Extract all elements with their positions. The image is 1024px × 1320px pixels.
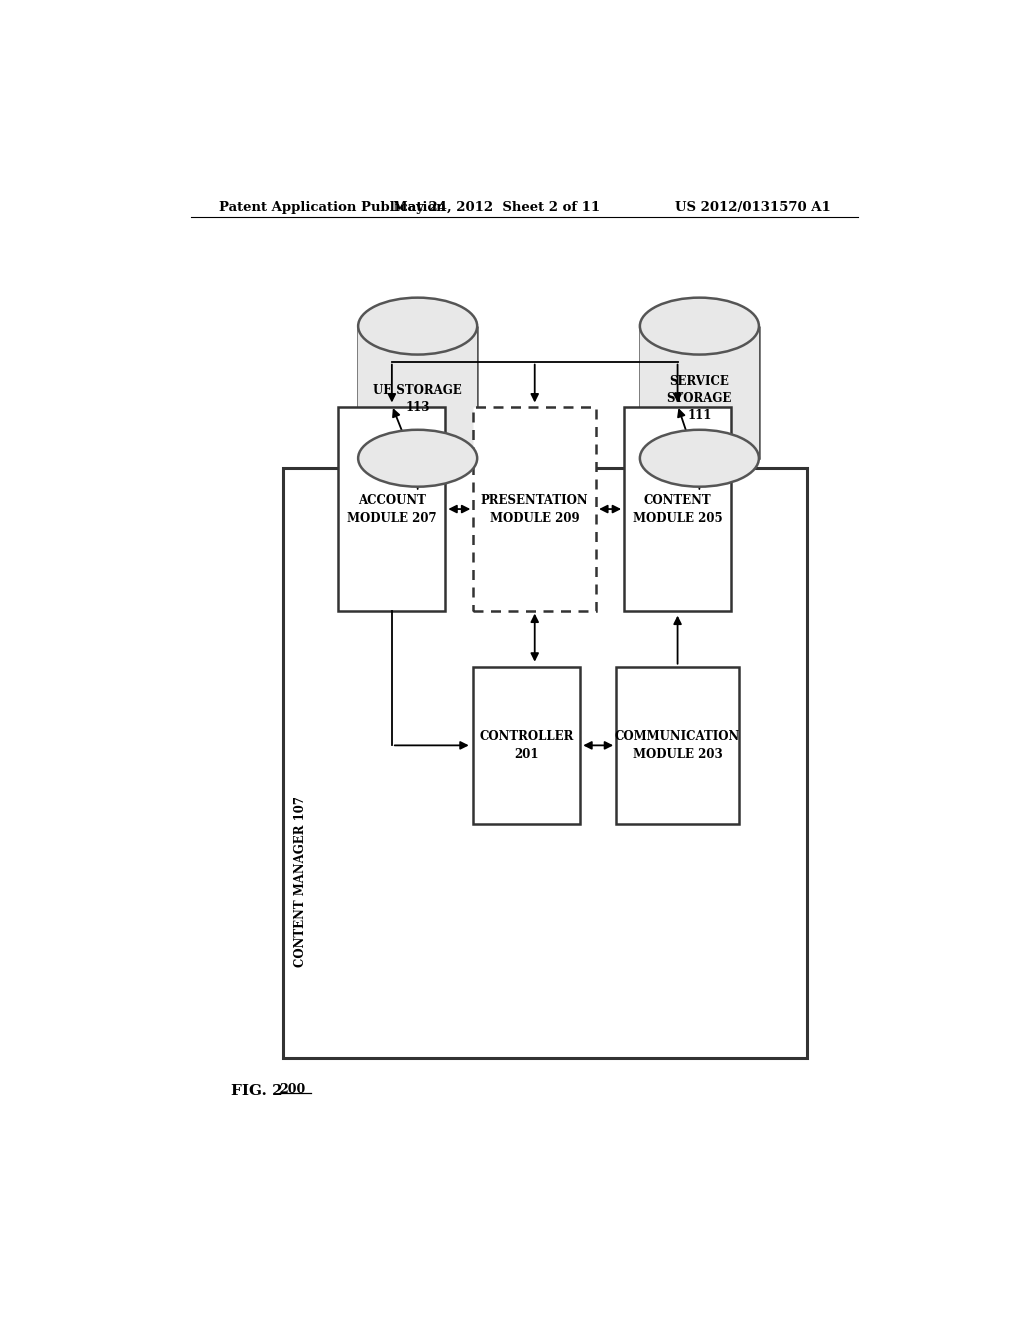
Text: COMMUNICATION
MODULE 203: COMMUNICATION MODULE 203 bbox=[615, 730, 740, 760]
Bar bbox=[283, 469, 807, 1057]
Text: Patent Application Publication: Patent Application Publication bbox=[219, 201, 446, 214]
Bar bbox=[616, 667, 739, 824]
Ellipse shape bbox=[640, 297, 759, 355]
Bar bbox=[624, 408, 731, 611]
Text: UE STORAGE
113: UE STORAGE 113 bbox=[374, 384, 462, 413]
Text: SERVICE
STORAGE
111: SERVICE STORAGE 111 bbox=[667, 375, 732, 422]
Polygon shape bbox=[358, 326, 477, 458]
Ellipse shape bbox=[358, 297, 477, 355]
Text: CONTENT
MODULE 205: CONTENT MODULE 205 bbox=[633, 494, 722, 524]
Text: 200: 200 bbox=[279, 1084, 305, 1097]
Text: US 2012/0131570 A1: US 2012/0131570 A1 bbox=[675, 201, 830, 214]
Text: May 24, 2012  Sheet 2 of 11: May 24, 2012 Sheet 2 of 11 bbox=[393, 201, 601, 214]
Text: CONTENT MANAGER 107: CONTENT MANAGER 107 bbox=[294, 796, 307, 966]
Bar bbox=[473, 667, 581, 824]
Text: ACCOUNT
MODULE 207: ACCOUNT MODULE 207 bbox=[347, 494, 436, 524]
Polygon shape bbox=[640, 326, 759, 458]
Bar bbox=[473, 408, 596, 611]
Text: PRESENTATION
MODULE 209: PRESENTATION MODULE 209 bbox=[481, 494, 589, 524]
Ellipse shape bbox=[640, 430, 759, 487]
Text: FIG. 2: FIG. 2 bbox=[231, 1085, 283, 1098]
Bar bbox=[338, 408, 445, 611]
Ellipse shape bbox=[358, 430, 477, 487]
Text: CONTROLLER
201: CONTROLLER 201 bbox=[479, 730, 574, 760]
